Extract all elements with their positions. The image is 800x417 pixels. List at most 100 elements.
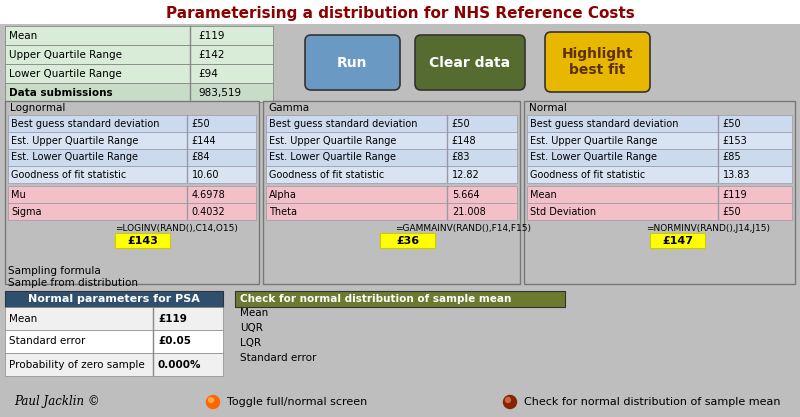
Text: Highlight
best fit: Highlight best fit <box>562 47 634 77</box>
Bar <box>266 149 517 166</box>
Text: 21.008: 21.008 <box>452 206 486 216</box>
Text: Est. Lower Quartile Range: Est. Lower Quartile Range <box>11 153 138 163</box>
Text: 983,519: 983,519 <box>198 88 241 98</box>
Text: Est. Lower Quartile Range: Est. Lower Quartile Range <box>269 153 396 163</box>
Bar <box>5 307 223 330</box>
Text: =GAMMAINV(RAND(),F14,F15): =GAMMAINV(RAND(),F14,F15) <box>395 224 531 233</box>
Bar <box>5 353 223 376</box>
Text: Normal parameters for PSA: Normal parameters for PSA <box>28 294 200 304</box>
Text: UQR: UQR <box>240 323 263 333</box>
Bar <box>8 186 256 203</box>
Bar <box>186 186 188 203</box>
Text: Check for normal distribution of sample mean: Check for normal distribution of sample … <box>524 397 781 407</box>
Text: Normal: Normal <box>529 103 567 113</box>
Bar <box>153 353 154 376</box>
Text: Standard error: Standard error <box>9 337 86 347</box>
Text: Mu: Mu <box>11 189 26 199</box>
Text: £143: £143 <box>127 236 158 246</box>
Text: Sigma: Sigma <box>11 206 42 216</box>
Text: Est. Upper Quartile Range: Est. Upper Quartile Range <box>269 136 396 146</box>
Text: Std Deviation: Std Deviation <box>530 206 596 216</box>
Bar <box>8 166 256 183</box>
Bar <box>5 291 223 307</box>
Text: £50: £50 <box>722 206 742 216</box>
Text: Alpha: Alpha <box>269 189 297 199</box>
Text: £144: £144 <box>192 136 216 146</box>
Text: £36: £36 <box>396 236 419 246</box>
Bar <box>527 186 792 203</box>
Bar <box>5 26 273 45</box>
Text: Goodness of fit statistic: Goodness of fit statistic <box>530 169 646 179</box>
Text: £148: £148 <box>452 136 476 146</box>
Bar <box>524 101 795 284</box>
Bar <box>446 166 448 183</box>
Text: Paul Jacklin ©: Paul Jacklin © <box>14 395 100 409</box>
Text: Probability of zero sample: Probability of zero sample <box>9 359 145 369</box>
Text: £153: £153 <box>722 136 747 146</box>
Bar <box>5 83 273 102</box>
Bar <box>5 45 273 64</box>
Text: Mean: Mean <box>9 314 38 324</box>
Text: 0.4032: 0.4032 <box>192 206 226 216</box>
Bar <box>650 233 705 248</box>
Text: Est. Upper Quartile Range: Est. Upper Quartile Range <box>11 136 138 146</box>
Bar <box>527 203 792 220</box>
Text: Lognormal: Lognormal <box>10 103 66 113</box>
Text: £50: £50 <box>722 118 742 128</box>
Text: =NORMINV(RAND(),J14,J15): =NORMINV(RAND(),J14,J15) <box>646 224 770 233</box>
Bar <box>263 101 520 284</box>
Bar <box>380 233 435 248</box>
Bar <box>446 132 448 149</box>
Text: Best guess standard deviation: Best guess standard deviation <box>11 118 159 128</box>
Bar <box>446 149 448 166</box>
Text: Standard error: Standard error <box>240 353 316 363</box>
Bar <box>5 64 273 83</box>
FancyBboxPatch shape <box>545 32 650 92</box>
Bar <box>8 149 256 166</box>
Bar <box>8 203 256 220</box>
Text: £50: £50 <box>192 118 210 128</box>
Bar <box>186 115 188 132</box>
Bar <box>190 45 191 64</box>
Bar <box>190 64 191 83</box>
Circle shape <box>206 395 219 409</box>
Text: Clear data: Clear data <box>430 55 510 70</box>
Bar <box>153 307 154 330</box>
Text: Run: Run <box>338 55 368 70</box>
Bar <box>186 166 188 183</box>
Text: 0.000%: 0.000% <box>158 359 202 369</box>
Circle shape <box>506 397 510 402</box>
Text: £50: £50 <box>452 118 470 128</box>
Text: Parameterising a distribution for NHS Reference Costs: Parameterising a distribution for NHS Re… <box>166 5 634 20</box>
Text: Mean: Mean <box>240 308 268 318</box>
Text: Best guess standard deviation: Best guess standard deviation <box>269 118 418 128</box>
Circle shape <box>209 397 214 402</box>
Bar <box>190 26 191 45</box>
Bar <box>5 101 259 284</box>
Bar <box>235 291 565 307</box>
Text: Sample from distribution: Sample from distribution <box>8 278 138 288</box>
Text: £85: £85 <box>722 153 742 163</box>
Text: Sampling formula: Sampling formula <box>8 266 101 276</box>
Text: £0.05: £0.05 <box>158 337 191 347</box>
Circle shape <box>503 395 517 409</box>
Text: 4.6978: 4.6978 <box>192 189 226 199</box>
Text: Goodness of fit statistic: Goodness of fit statistic <box>269 169 384 179</box>
Bar <box>186 203 188 220</box>
Text: 10.60: 10.60 <box>192 169 219 179</box>
Text: £142: £142 <box>198 50 225 60</box>
Bar <box>527 115 792 132</box>
Bar <box>266 115 517 132</box>
Text: Data submissions: Data submissions <box>9 88 113 98</box>
Bar <box>527 132 792 149</box>
Bar <box>266 166 517 183</box>
Text: Mean: Mean <box>9 30 38 40</box>
Text: Toggle full/normal screen: Toggle full/normal screen <box>227 397 367 407</box>
Text: LQR: LQR <box>240 338 261 348</box>
Bar <box>153 330 154 353</box>
Text: Upper Quartile Range: Upper Quartile Range <box>9 50 122 60</box>
Text: £119: £119 <box>198 30 225 40</box>
Text: Check for normal distribution of sample mean: Check for normal distribution of sample … <box>240 294 511 304</box>
Bar <box>446 186 448 203</box>
Text: £119: £119 <box>158 314 187 324</box>
